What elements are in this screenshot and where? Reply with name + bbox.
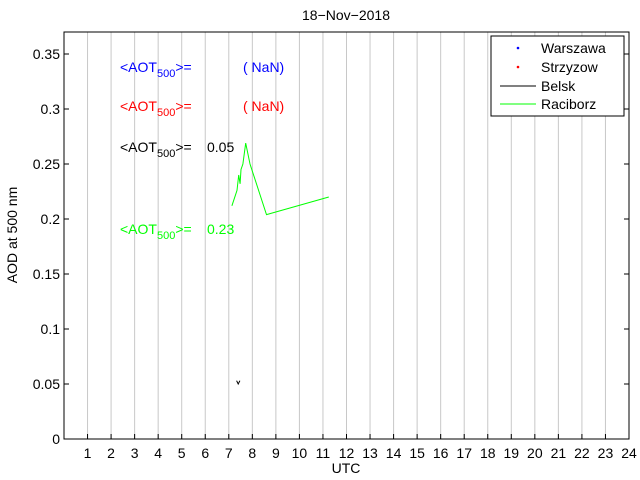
x-tick-label: 22 bbox=[574, 445, 590, 461]
legend-label-warszawa: Warszawa bbox=[541, 40, 606, 56]
y-tick-label: 0.3 bbox=[41, 101, 61, 117]
aot-prefix: <AOT bbox=[120, 59, 157, 75]
aot-suffix: >= bbox=[175, 221, 191, 237]
aot-subscript: 500 bbox=[157, 107, 175, 119]
x-tick-label: 3 bbox=[131, 445, 139, 461]
aot-value: 0.23 bbox=[207, 221, 234, 237]
y-tick-label: 0.2 bbox=[41, 211, 61, 227]
x-tick-label: 16 bbox=[433, 445, 449, 461]
y-tick-label: 0.15 bbox=[33, 266, 60, 282]
x-tick-label: 5 bbox=[178, 445, 186, 461]
x-tick-label: 19 bbox=[504, 445, 520, 461]
y-tick-label: 0.05 bbox=[33, 376, 60, 392]
legend-marker-strzyzow bbox=[516, 65, 520, 69]
x-tick-label: 17 bbox=[456, 445, 472, 461]
aot-suffix: >= bbox=[175, 139, 191, 155]
x-tick-label: 21 bbox=[551, 445, 567, 461]
x-axis-label: UTC bbox=[332, 460, 361, 476]
x-tick-label: 2 bbox=[107, 445, 115, 461]
aot-annotations: <AOT500>=( NaN)<AOT500>=( NaN)<AOT500>= 0… bbox=[120, 59, 284, 242]
grid-lines bbox=[87, 32, 606, 439]
aot-subscript: 500 bbox=[157, 148, 175, 160]
aot-prefix: <AOT bbox=[120, 98, 157, 114]
series-line-belsk bbox=[236, 380, 241, 386]
y-axis-label: AOD at 500 nm bbox=[4, 187, 20, 284]
legend-label-strzyzow: Strzyzow bbox=[541, 59, 599, 75]
x-tick-label: 14 bbox=[386, 445, 402, 461]
x-tick-label: 7 bbox=[225, 445, 233, 461]
series-lines bbox=[231, 142, 329, 386]
chart-title: 18−Nov−2018 bbox=[302, 7, 390, 23]
x-tick-label: 6 bbox=[201, 445, 209, 461]
y-tick-label: 0.25 bbox=[33, 156, 60, 172]
legend-label-belsk: Belsk bbox=[541, 78, 576, 94]
y-axis-ticks: 0 0.05 0.1 0.15 0.2 0.25 0.3 0.35 bbox=[33, 46, 629, 447]
legend-label-raciborz: Raciborz bbox=[541, 96, 596, 112]
aot-suffix: >= bbox=[175, 98, 191, 114]
y-tick-label: 0.35 bbox=[33, 46, 60, 62]
aot-subscript: 500 bbox=[157, 230, 175, 242]
aot-value: 0.05 bbox=[207, 139, 234, 155]
x-tick-label: 9 bbox=[272, 445, 280, 461]
legend: Warszawa Strzyzow Belsk Raciborz bbox=[490, 35, 625, 117]
x-tick-label: 20 bbox=[527, 445, 543, 461]
legend-marker-warszawa bbox=[516, 46, 520, 50]
aot-prefix: <AOT bbox=[120, 221, 157, 237]
x-tick-label: 23 bbox=[598, 445, 614, 461]
aot-annotation: <AOT500>= bbox=[120, 59, 192, 80]
x-tick-label: 1 bbox=[84, 445, 92, 461]
x-tick-label: 11 bbox=[316, 445, 331, 461]
aot-subscript: 500 bbox=[157, 68, 175, 80]
aot-annotation: <AOT500>= bbox=[120, 139, 192, 160]
x-tick-label: 4 bbox=[154, 445, 162, 461]
aot-annotation: <AOT500>= bbox=[120, 221, 192, 242]
aot-suffix: >= bbox=[175, 59, 191, 75]
y-tick-label: 0 bbox=[52, 431, 60, 447]
aot-annotation: <AOT500>= bbox=[120, 98, 192, 119]
x-tick-label: 12 bbox=[339, 445, 355, 461]
x-tick-label: 18 bbox=[480, 445, 496, 461]
x-tick-label: 13 bbox=[362, 445, 378, 461]
y-tick-label: 0.1 bbox=[41, 321, 61, 337]
aot-value: ( NaN) bbox=[243, 98, 284, 114]
aot-value: ( NaN) bbox=[243, 59, 284, 75]
aot-prefix: <AOT bbox=[120, 139, 157, 155]
x-tick-label: 10 bbox=[292, 445, 308, 461]
x-tick-label: 8 bbox=[248, 445, 256, 461]
x-axis-ticks: 1 2 3 4 5 6 7 8 9 10 11 12 13 14 15 16 17 18 19 20 21 22 23 24 bbox=[84, 434, 637, 461]
x-tick-label: 24 bbox=[621, 445, 637, 461]
legend-box bbox=[490, 35, 625, 117]
x-tick-label: 15 bbox=[409, 445, 425, 461]
series-line-raciborz bbox=[231, 142, 329, 216]
